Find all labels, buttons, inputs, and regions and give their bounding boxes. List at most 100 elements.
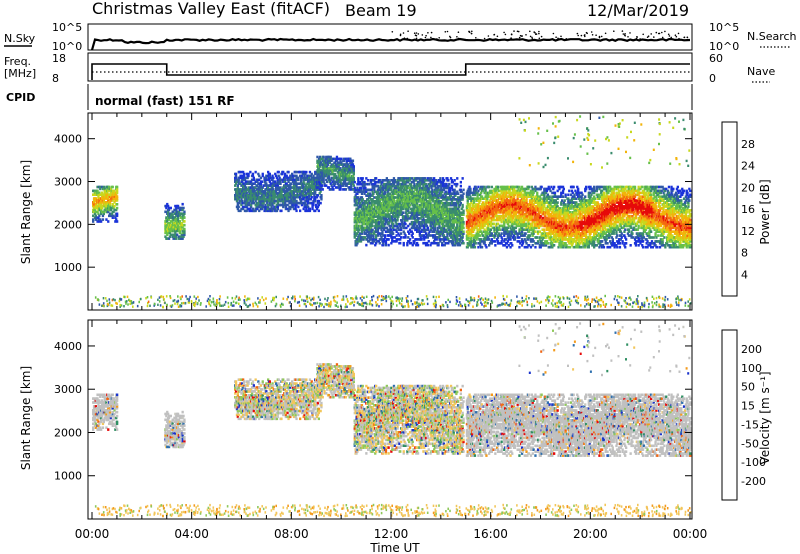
power-cell <box>377 180 380 184</box>
power-cell <box>392 182 396 186</box>
power-cell <box>451 180 454 184</box>
power-cell <box>376 230 380 233</box>
power-cell <box>452 236 455 239</box>
power-cell <box>467 226 470 230</box>
power-cell <box>423 226 426 230</box>
power-cell <box>413 241 416 245</box>
power-cell <box>299 199 303 203</box>
power-cell <box>350 176 353 180</box>
power-cell <box>459 188 462 192</box>
power-cell <box>98 220 101 223</box>
nsearch-point <box>449 35 451 38</box>
power-cell <box>470 211 473 214</box>
power-cell <box>433 182 437 186</box>
power-cell <box>319 201 322 205</box>
power-cell <box>488 214 491 218</box>
power-cell <box>330 184 333 187</box>
power-cell <box>329 188 332 191</box>
power-cell <box>175 212 178 215</box>
power-cell <box>399 213 402 216</box>
power-cell <box>372 217 375 220</box>
power-cell <box>342 174 345 178</box>
power-cell <box>402 241 405 245</box>
power-cell <box>400 220 404 224</box>
power-cell <box>392 177 396 180</box>
power-cell <box>178 229 182 233</box>
power-cell <box>94 203 97 206</box>
power-cell <box>398 179 401 182</box>
power-cell <box>480 209 484 212</box>
power-cell <box>433 190 436 194</box>
nsearch-point <box>496 35 499 38</box>
power-cell <box>404 236 407 239</box>
power-cell <box>489 220 493 224</box>
power-cell <box>305 184 308 187</box>
power-cell <box>394 188 397 192</box>
power-cell <box>418 232 421 235</box>
power-cell <box>318 165 322 168</box>
power-cell <box>441 205 444 209</box>
power-cell <box>245 192 248 195</box>
nsearch-point <box>517 30 520 33</box>
power-cell <box>106 191 109 195</box>
power-cell <box>419 236 422 239</box>
power-cell <box>354 201 357 205</box>
power-cell <box>454 243 457 247</box>
power-cell <box>94 218 97 221</box>
power-cell <box>235 178 239 182</box>
power-cell <box>443 236 446 239</box>
power-cell <box>325 161 328 164</box>
power-cell <box>474 197 477 200</box>
power-cell <box>420 238 423 241</box>
power-cell <box>454 241 457 245</box>
power-cell <box>169 206 172 210</box>
power-cell <box>384 203 388 207</box>
power-cell <box>416 230 420 233</box>
power-cell <box>329 167 332 170</box>
power-cell <box>366 224 369 228</box>
power-cell <box>326 180 329 184</box>
power-cell <box>316 169 319 172</box>
power-cell <box>247 207 250 211</box>
power-cell <box>286 203 289 207</box>
power-cell <box>251 172 255 176</box>
power-cell <box>290 205 293 209</box>
power-cell <box>356 188 359 192</box>
power-cell <box>318 169 322 172</box>
power-cell <box>169 233 172 237</box>
power-cell <box>403 220 406 224</box>
power-cell <box>461 198 464 201</box>
power-cell <box>270 195 273 199</box>
power-cell <box>310 172 313 176</box>
power-cell <box>407 236 410 239</box>
power-cell <box>493 187 496 191</box>
power-cell <box>355 200 358 203</box>
power-cell <box>448 192 451 195</box>
power-cell <box>403 205 406 209</box>
power-cell <box>320 176 323 180</box>
power-cell <box>388 198 391 201</box>
power-cell <box>374 182 377 186</box>
power-cell <box>271 174 274 178</box>
power-cell <box>303 205 306 209</box>
power-cell <box>468 242 471 245</box>
power-cell <box>167 210 170 214</box>
power-cell <box>383 192 387 195</box>
power-cell <box>351 163 355 166</box>
power-cell <box>271 192 274 195</box>
power-cell <box>457 230 460 233</box>
power-cell <box>182 235 185 238</box>
power-cell <box>371 186 374 190</box>
power-cell <box>175 206 178 210</box>
power-cell <box>309 184 312 187</box>
power-cell <box>317 201 320 205</box>
power-cell <box>376 200 380 203</box>
power-cell <box>494 197 497 200</box>
power-cell <box>277 174 280 178</box>
power-cell <box>369 232 372 235</box>
power-cell <box>258 192 261 195</box>
power-cell <box>250 182 254 185</box>
power-cell <box>368 228 372 232</box>
power-cell <box>392 209 395 213</box>
power-cell <box>457 215 460 218</box>
